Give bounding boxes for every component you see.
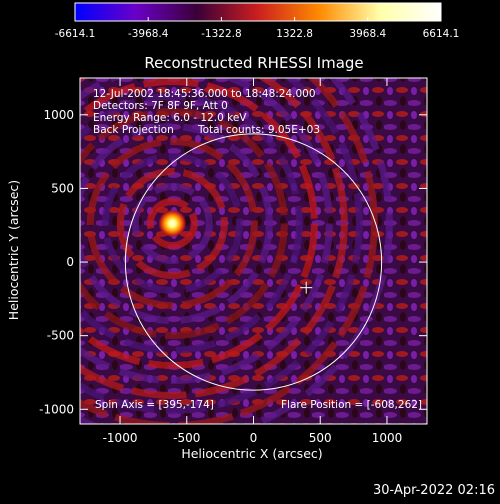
interference-ring — [116, 167, 228, 279]
y-tick-label: 0 — [66, 255, 74, 269]
interference-ring — [80, 78, 318, 369]
interference-ring — [80, 78, 348, 399]
interference-ring — [86, 137, 258, 309]
annotation-method: Back Projection — [93, 124, 174, 136]
colorbar-tick-label: -3968.4 — [128, 28, 169, 40]
interference-ring — [80, 78, 378, 424]
interference-rings — [80, 78, 393, 424]
plot-image — [80, 78, 427, 424]
annotation-total-counts: Total counts: 9.05E+03 — [197, 124, 320, 136]
y-tick-label: -1000 — [39, 402, 74, 416]
colorbar-tick-label: -1322.8 — [201, 28, 242, 40]
interference-ring — [80, 93, 303, 354]
colorbar-tick-label: -6614.1 — [55, 28, 96, 40]
spin-axis-marker — [300, 281, 313, 294]
interference-ring — [146, 197, 198, 249]
interference-ring — [80, 78, 393, 424]
y-axis-title: Heliocentric Y (arcsec) — [6, 180, 21, 320]
x-axis-title: Heliocentric X (arcsec) — [181, 446, 322, 461]
interference-ring — [80, 78, 363, 414]
annotation-energy: Energy Range: 6.0 - 12.0 keV — [93, 112, 247, 124]
solar-disk-limb — [124, 133, 383, 391]
annotation-time-range: 12-Jul-2002 18:45:36.000 to 18:48:24.000 — [93, 88, 316, 100]
colorbar-tick-label: 3968.4 — [349, 28, 386, 40]
interference-ring — [131, 182, 213, 264]
flare-position-text: Flare Position = [-608,262] — [281, 399, 422, 411]
axis-ticks — [80, 78, 427, 424]
colorbar-tick-label: 1322.8 — [276, 28, 313, 40]
interference-ring — [80, 122, 273, 324]
x-tick-label: 500 — [309, 431, 332, 445]
flare-source — [158, 209, 187, 238]
colorbar-tick-label: 6614.1 — [423, 28, 460, 40]
colorbar-ticks — [74, 17, 442, 21]
colorbar-labels: -6614.1 -3968.4 -1322.8 1322.8 3968.4 6614.1 — [55, 28, 460, 40]
y-tick-label: -500 — [47, 329, 74, 343]
chart-title: Reconstructed RHESSI Image — [144, 54, 363, 72]
x-tick-label: -500 — [173, 431, 200, 445]
interference-ring — [80, 108, 288, 339]
colorbar — [74, 2, 442, 22]
x-tick-label: 1000 — [372, 431, 403, 445]
timestamp: 30-Apr-2022 02:16 — [373, 483, 495, 498]
spin-axis-text: Spin Axis = [395,-174] — [95, 399, 214, 411]
interference-ring — [101, 152, 243, 294]
x-tick-label: -1000 — [103, 431, 138, 445]
x-tick-label: 0 — [250, 431, 258, 445]
y-tick-label: 1000 — [43, 108, 74, 122]
y-tick-label: 500 — [51, 181, 74, 195]
annotation-detectors: Detectors: 7F 8F 9F, Att 0 — [93, 100, 228, 112]
axis-tick-labels: -1000 -500 0 500 1000 -1000 -500 0 500 1000 — [39, 108, 402, 445]
interference-ring — [80, 78, 333, 384]
